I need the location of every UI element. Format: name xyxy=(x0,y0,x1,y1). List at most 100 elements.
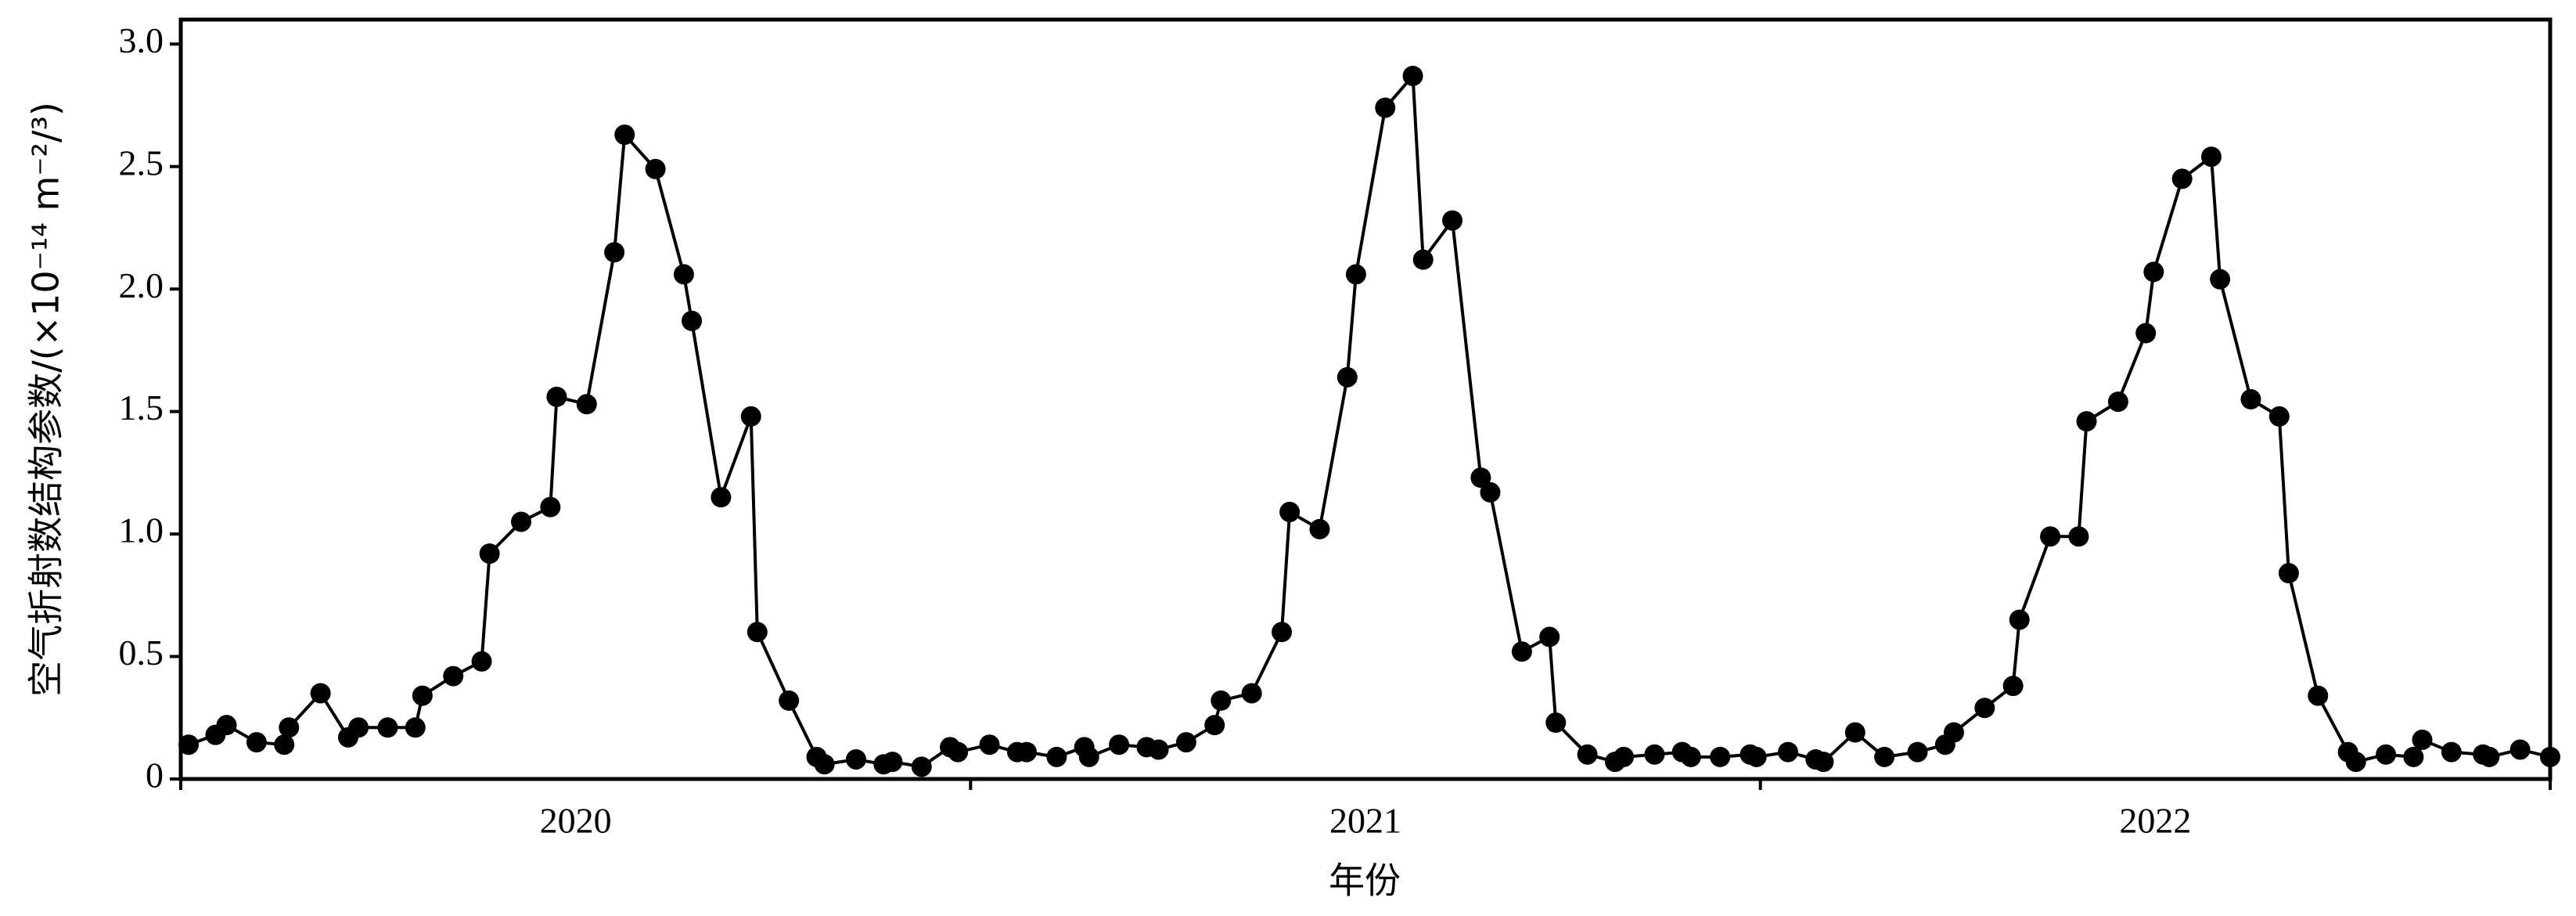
y-tick-label: 0.5 xyxy=(119,633,164,673)
data-point xyxy=(2002,676,2024,697)
data-point xyxy=(1480,481,1501,503)
data-point xyxy=(471,651,492,672)
y-tick-label: 0 xyxy=(146,756,164,795)
data-point xyxy=(443,665,464,687)
data-point xyxy=(310,683,331,704)
data-point xyxy=(1874,746,1895,767)
data-point xyxy=(740,406,761,427)
data-point xyxy=(1345,264,1366,285)
data-point xyxy=(604,242,625,263)
data-point xyxy=(279,717,300,738)
data-point xyxy=(1175,732,1196,753)
data-point xyxy=(1337,366,1358,388)
data-point xyxy=(1943,722,1964,743)
data-point xyxy=(546,386,567,407)
data-point xyxy=(1442,210,1463,231)
data-point xyxy=(711,487,732,508)
data-point xyxy=(1539,626,1560,647)
data-point xyxy=(2143,261,2164,283)
data-point xyxy=(2107,391,2128,413)
data-point xyxy=(2171,168,2193,189)
data-point xyxy=(1272,622,1293,643)
data-point xyxy=(645,158,666,179)
data-point xyxy=(1813,752,1834,773)
x-tick-label: 2022 xyxy=(2119,801,2191,841)
data-point xyxy=(246,732,267,753)
data-point xyxy=(511,511,532,532)
data-point xyxy=(1974,698,1995,719)
data-point xyxy=(1777,741,1798,763)
data-point xyxy=(1644,744,1665,765)
data-point xyxy=(2135,323,2157,344)
data-point xyxy=(1402,65,1423,86)
y-tick-label: 2.0 xyxy=(119,265,164,305)
data-point xyxy=(2076,411,2097,432)
data-point xyxy=(1412,249,1434,270)
data-point xyxy=(1577,744,1598,765)
y-axis-label: 空气折射数结构参数/(×10⁻¹⁴ m⁻²/³) xyxy=(25,102,67,697)
data-point xyxy=(1279,501,1301,522)
data-point xyxy=(1078,746,1099,767)
data-point xyxy=(479,543,500,564)
data-point xyxy=(1545,712,1567,734)
x-tick-label: 2020 xyxy=(540,801,612,841)
series-line xyxy=(188,74,2551,769)
data-point xyxy=(2479,746,2500,767)
data-point xyxy=(1375,97,1396,118)
data-point xyxy=(747,622,768,643)
data-point xyxy=(2376,744,2397,765)
data-point xyxy=(1710,746,1731,767)
data-point xyxy=(911,756,932,777)
y-tick-label: 1.5 xyxy=(119,388,164,427)
data-point xyxy=(2345,752,2366,773)
data-point xyxy=(540,496,561,518)
data-point xyxy=(2268,406,2290,427)
data-point xyxy=(1511,641,1532,662)
data-point xyxy=(1046,746,1067,767)
data-point xyxy=(1470,467,1491,489)
x-tick-label: 2021 xyxy=(1329,801,1401,841)
data-point xyxy=(2040,526,2061,547)
data-point xyxy=(673,264,694,285)
data-point xyxy=(1148,739,1169,760)
data-point xyxy=(412,685,433,706)
y-tick-label: 2.5 xyxy=(119,142,164,182)
data-point xyxy=(979,734,1000,756)
data-point xyxy=(1680,746,1701,767)
data-point xyxy=(2009,609,2030,630)
data-point xyxy=(348,717,369,738)
data-point xyxy=(1016,741,1037,763)
data-point xyxy=(814,754,835,775)
data-point xyxy=(882,752,903,773)
data-point xyxy=(2308,685,2329,706)
data-point xyxy=(2509,739,2531,760)
data-point xyxy=(2403,746,2424,767)
data-point xyxy=(216,715,237,736)
data-point xyxy=(377,717,398,738)
plot-frame xyxy=(178,17,2553,781)
data-point xyxy=(1907,741,1928,763)
y-tick-label: 1.0 xyxy=(119,510,164,550)
data-point xyxy=(2278,563,2299,584)
data-point xyxy=(405,717,426,738)
data-point xyxy=(1844,722,1865,743)
data-point xyxy=(2412,729,2433,750)
data-point xyxy=(1211,690,1232,711)
data-point xyxy=(178,734,200,756)
data-point xyxy=(1241,683,1262,704)
data-point xyxy=(779,690,800,711)
data-point xyxy=(1204,715,1225,736)
data-point xyxy=(1614,746,1635,767)
data-point xyxy=(576,394,597,415)
data-point xyxy=(614,124,635,146)
data-point xyxy=(2068,526,2089,547)
data-point xyxy=(1746,746,1767,767)
data-point xyxy=(845,748,866,770)
data-point xyxy=(2240,389,2261,409)
data-point xyxy=(682,310,703,331)
data-point xyxy=(948,741,969,763)
data-point xyxy=(274,734,295,756)
y-tick-label: 3.0 xyxy=(119,20,164,60)
data-point xyxy=(1109,734,1130,756)
